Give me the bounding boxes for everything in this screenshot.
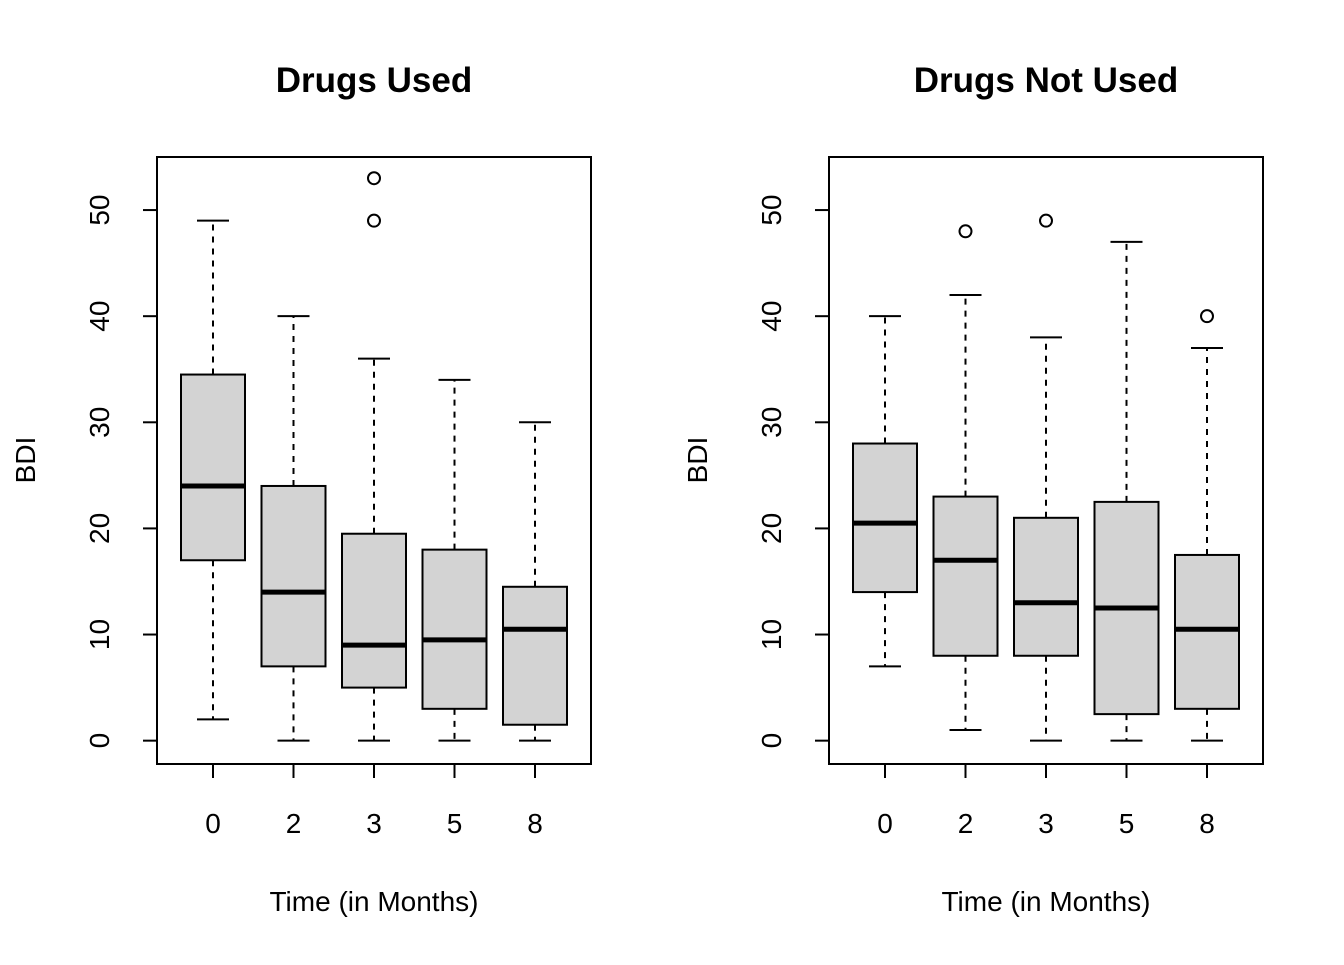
x-tick-label: 2 [286, 808, 302, 839]
box-3 [1013, 213, 1079, 742]
y-tick-label: 50 [84, 194, 115, 225]
y-tick-label: 10 [84, 619, 115, 650]
y-tick-label: 10 [756, 619, 787, 650]
box-0 [180, 219, 246, 721]
y-tick-label: 0 [756, 733, 787, 749]
y-axis-label: BDI [10, 437, 41, 484]
box-2 [932, 224, 999, 732]
outlier-point [958, 224, 973, 239]
chart-title: Drugs Used [276, 61, 472, 100]
iqr-box [1174, 553, 1240, 710]
x-tick-label: 8 [527, 808, 543, 839]
outlier-point [1039, 213, 1053, 228]
iqr-box [421, 548, 488, 710]
iqr-box [502, 585, 568, 726]
x-tick-label: 2 [958, 808, 974, 839]
y-tick-label: 20 [756, 513, 787, 544]
x-tick-label: 3 [1038, 808, 1054, 839]
panel-drugs-not-used: Drugs Not Used Time (in Months) BDI 0 10 2… [682, 61, 1264, 917]
y-tick-label: 0 [84, 733, 115, 749]
y-tick-label: 40 [756, 301, 787, 332]
y-tick-label: 50 [756, 194, 787, 225]
box-3 [341, 171, 407, 742]
x-axis-label: Time (in Months) [269, 886, 478, 917]
y-tick-label: 20 [84, 513, 115, 544]
box-5 [421, 378, 488, 742]
x-tick-label: 0 [877, 808, 893, 839]
iqr-box [1013, 516, 1079, 657]
outlier-point [367, 171, 381, 186]
box-8 [502, 421, 568, 742]
x-tick-label: 3 [366, 808, 382, 839]
outlier-point [367, 213, 381, 228]
iqr-box [341, 532, 407, 689]
iqr-box [932, 495, 999, 657]
y-tick-label: 30 [84, 407, 115, 438]
iqr-box [852, 442, 918, 594]
iqr-box [260, 484, 327, 668]
x-tick-label: 8 [1199, 808, 1215, 839]
y-tick-label: 30 [756, 407, 787, 438]
box-5 [1093, 240, 1160, 742]
box-2 [260, 315, 327, 742]
iqr-box [180, 373, 246, 562]
x-tick-label: 5 [447, 808, 463, 839]
y-tick-label: 40 [84, 301, 115, 332]
box-0 [852, 315, 918, 668]
x-tick-label: 5 [1119, 808, 1135, 839]
x-axis-label: Time (in Months) [941, 886, 1150, 917]
x-tick-label: 0 [205, 808, 221, 839]
chart-title: Drugs Not Used [914, 61, 1178, 100]
box-8 [1174, 309, 1240, 742]
outlier-point [1200, 309, 1214, 324]
y-axis-label: BDI [682, 437, 713, 484]
panel-drugs-used: Drugs Used Time (in Months) BDI 01020304… [10, 61, 592, 917]
